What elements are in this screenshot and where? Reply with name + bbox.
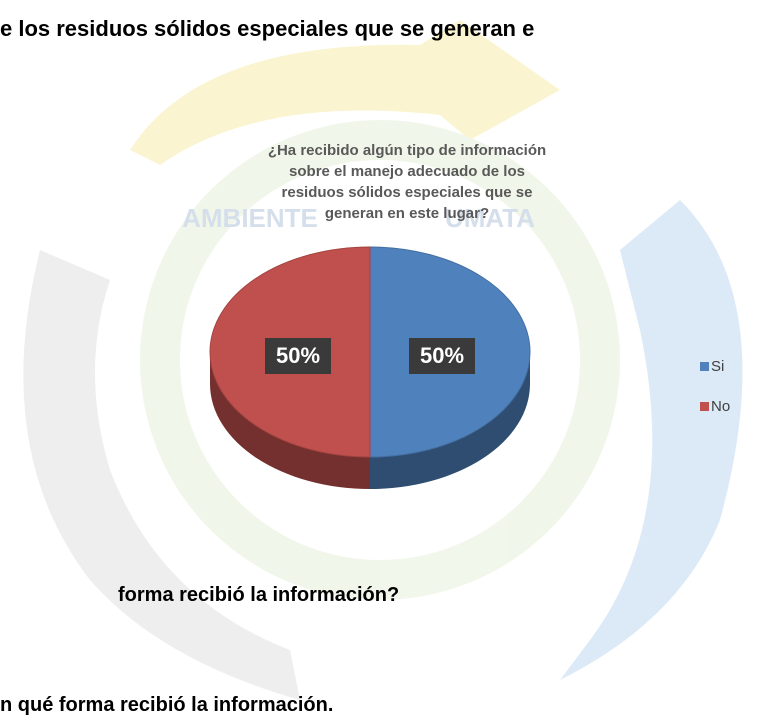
- legend-label: No: [711, 398, 730, 415]
- legend-swatch: [700, 402, 709, 411]
- data-label: 50%: [276, 343, 320, 368]
- question: forma recibió la información?: [118, 584, 399, 607]
- legend-swatch: [700, 362, 709, 371]
- data-label: 50%: [420, 343, 464, 368]
- page: AMBIENTE UMATA 50%Si50%No ¿Ha recibido a…: [0, 0, 773, 719]
- chart-title: ¿Ha recibido algún tipo de información s…: [262, 140, 552, 224]
- caption: n qué forma recibió la información.: [0, 694, 333, 717]
- legend-label: Si: [711, 358, 724, 375]
- heading: e los residuos sólidos especiales que se…: [0, 16, 534, 42]
- chart: AMBIENTE UMATA 50%Si50%No: [0, 0, 773, 719]
